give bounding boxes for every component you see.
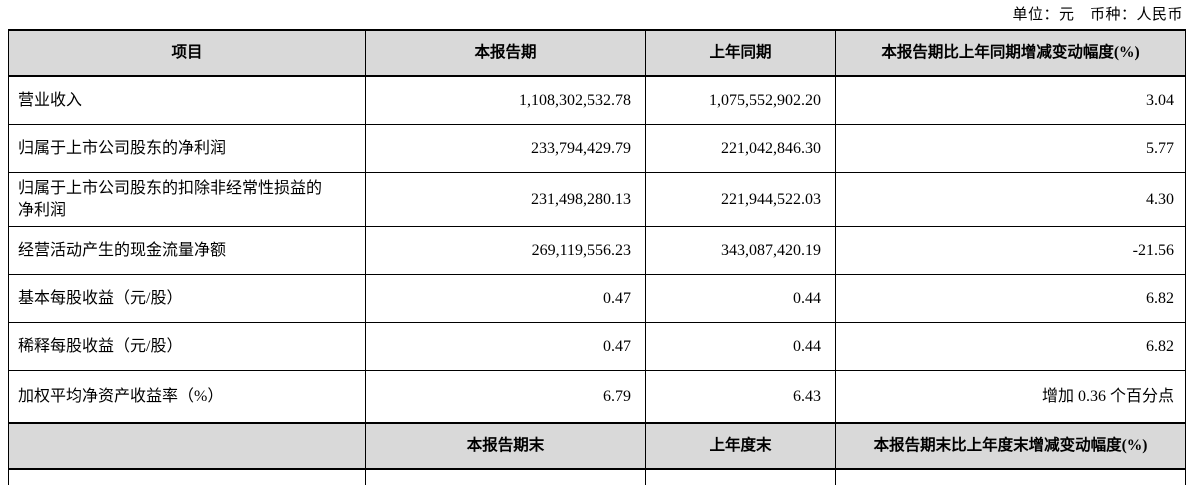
table-row-operating-cash-flow: 经营活动产生的现金流量净额 269,119,556.23 343,087,420… — [8, 226, 1186, 276]
column-header-prior-year-end: 上年度末 — [645, 422, 836, 471]
table-row-net-profit-excl-nonrecurring: 归属于上市公司股东的扣除非经常性损益的净利润 231,498,280.13 22… — [8, 171, 1186, 228]
item-label: 经营活动产生的现金流量净额 — [8, 226, 366, 276]
table-row-net-profit: 归属于上市公司股东的净利润 233,794,429.79 221,042,846… — [8, 124, 1186, 173]
current-period-value: 1,108,302,532.78 — [365, 75, 646, 125]
prior-period-value: 0.44 — [645, 322, 836, 372]
column-header-change-pct-period-end: 本报告期末比上年度末增减变动幅度(%) — [835, 422, 1186, 471]
prior-period-value: 0.44 — [645, 274, 836, 324]
column-header-item: 项目 — [8, 29, 366, 77]
current-period-value: 0.47 — [365, 322, 646, 372]
item-label: 加权平均净资产收益率（%） — [8, 370, 366, 424]
item-label: 归属于上市公司股东的净利润 — [8, 124, 366, 173]
column-header-item-blank — [8, 422, 366, 471]
item-label: 稀释每股收益（元/股） — [8, 322, 366, 372]
table-row-operating-revenue: 营业收入 1,108,302,532.78 1,075,552,902.20 3… — [8, 75, 1186, 125]
current-period-value: 231,498,280.13 — [365, 171, 646, 228]
item-label: 基本每股收益（元/股） — [8, 274, 366, 324]
item-label: 总资产 — [8, 468, 366, 485]
change-value: 2.44 — [835, 468, 1186, 485]
change-value: 4.30 — [835, 171, 1186, 228]
item-label: 营业收入 — [8, 75, 366, 125]
current-period-value: 6.79 — [365, 370, 646, 424]
current-period-value: 269,119,556.23 — [365, 226, 646, 276]
change-value: 6.82 — [835, 322, 1186, 372]
prior-period-value: 6.43 — [645, 370, 836, 424]
change-value: 6.82 — [835, 274, 1186, 324]
prior-period-value: 343,087,420.19 — [645, 226, 836, 276]
current-period-value: 233,794,429.79 — [365, 124, 646, 173]
current-period-value: 4,717,092,284.94 — [365, 468, 646, 485]
table-row-total-assets: 总资产 4,717,092,284.94 4,604,591,965.93 2.… — [8, 468, 1186, 485]
column-header-change-pct: 本报告期比上年同期增减变动幅度(%) — [835, 29, 1186, 77]
key-financials-table: 项目 本报告期 上年同期 本报告期比上年同期增减变动幅度(%) 营业收入 1,1… — [8, 29, 1186, 485]
column-header-current-period: 本报告期 — [365, 29, 646, 77]
current-period-value: 0.47 — [365, 274, 646, 324]
table-header-row-period-end: 本报告期末 上年度末 本报告期末比上年度末增减变动幅度(%) — [8, 422, 1186, 471]
table-row-diluted-eps: 稀释每股收益（元/股） 0.47 0.44 6.82 — [8, 322, 1186, 372]
unit-currency-note: 单位：元 币种：人民币 — [1012, 7, 1183, 23]
table-row-weighted-avg-roe: 加权平均净资产收益率（%） 6.79 6.43 增加 0.36 个百分点 — [8, 370, 1186, 424]
column-header-prior-period: 上年同期 — [645, 29, 836, 77]
prior-period-value: 1,075,552,902.20 — [645, 75, 836, 125]
column-header-current-period-end: 本报告期末 — [365, 422, 646, 471]
change-value: 3.04 — [835, 75, 1186, 125]
prior-period-value: 221,944,522.03 — [645, 171, 836, 228]
table-header-row-period: 项目 本报告期 上年同期 本报告期比上年同期增减变动幅度(%) — [8, 29, 1186, 77]
prior-period-value: 221,042,846.30 — [645, 124, 836, 173]
change-value: 5.77 — [835, 124, 1186, 173]
change-value: 增加 0.36 个百分点 — [835, 370, 1186, 424]
prior-period-value: 4,604,591,965.93 — [645, 468, 836, 485]
change-value: -21.56 — [835, 226, 1186, 276]
item-label: 归属于上市公司股东的扣除非经常性损益的净利润 — [8, 171, 366, 228]
table-row-basic-eps: 基本每股收益（元/股） 0.47 0.44 6.82 — [8, 274, 1186, 324]
